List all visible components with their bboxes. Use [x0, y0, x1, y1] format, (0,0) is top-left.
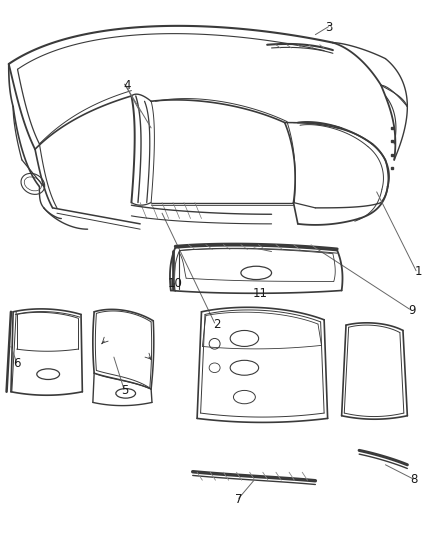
- Text: 6: 6: [13, 357, 21, 370]
- Text: 2: 2: [213, 318, 221, 330]
- Text: 1: 1: [414, 265, 422, 278]
- Text: 9: 9: [408, 304, 416, 317]
- Text: 7: 7: [235, 493, 243, 506]
- Text: 4: 4: [123, 79, 131, 92]
- Text: 11: 11: [253, 287, 268, 300]
- Text: 5: 5: [121, 384, 128, 397]
- Text: 10: 10: [168, 277, 183, 290]
- Text: 8: 8: [410, 473, 417, 486]
- Text: 3: 3: [325, 21, 332, 34]
